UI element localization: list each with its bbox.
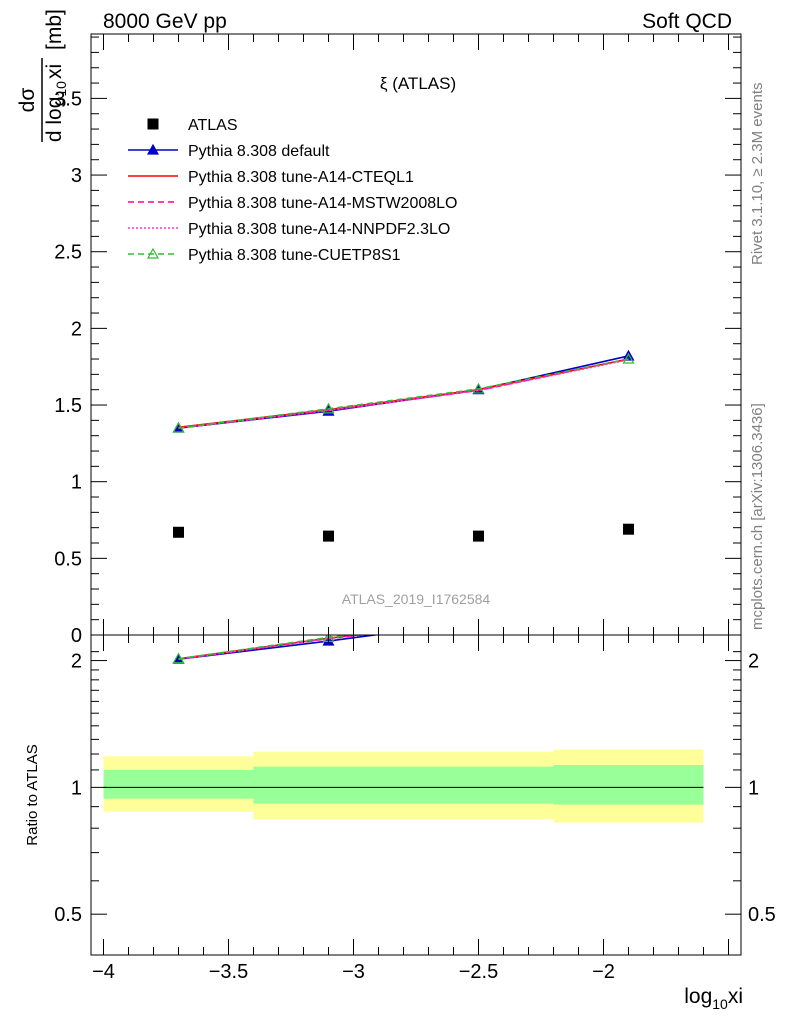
main-y-tick-label: 0 <box>71 625 82 647</box>
main-atlas-point-1 <box>323 530 334 542</box>
ratio-series-marker-0-3 <box>624 605 634 614</box>
legend-label-0: ATLAS <box>188 117 238 134</box>
main-atlas-point-2 <box>473 530 484 542</box>
main-y-tick-label: 2.5 <box>54 242 82 264</box>
uncertainty-bands <box>103 749 704 823</box>
main-series-marker-5-3 <box>622 352 635 364</box>
ratio-y-tick-label-right: 1 <box>748 777 759 799</box>
legend-label-1: Pythia 8.308 default <box>188 143 330 160</box>
main-title: ξ (ATLAS) <box>380 74 456 93</box>
main-y-tick-label: 2 <box>71 318 82 340</box>
analysis-watermark: ATLAS_2019_I1762584 <box>342 591 491 607</box>
main-series-marker-5-0 <box>172 421 185 433</box>
main-y-tick-label: 0.5 <box>54 548 82 570</box>
main-series-line-4 <box>178 359 629 429</box>
main-y-tick-label: 1 <box>71 472 82 494</box>
main-series-line-3 <box>178 358 629 429</box>
x-tick-label: −3 <box>342 961 365 983</box>
main-series-marker-1-3 <box>622 349 635 361</box>
x-axis-label: log10xi <box>684 985 743 1012</box>
ratio-y-axis-label: Ratio to ATLAS <box>24 744 41 845</box>
ratio-series-line-4 <box>178 635 357 660</box>
ratio-series-marker-4-0 <box>172 652 185 664</box>
legend-label-5: Pythia 8.308 tune-CUETP8S1 <box>188 247 401 264</box>
axis-ticks <box>91 34 741 955</box>
ratio-series-marker-4-3 <box>624 607 634 616</box>
band-green-1 <box>253 766 554 804</box>
ylabel-denominator: d log10xi <box>43 64 69 142</box>
legend: ATLAS Pythia 8.308 default Pythia 8.308 tu… <box>128 117 457 264</box>
main-series-marker-5-2 <box>472 382 485 394</box>
main-series-line-5 <box>178 358 629 429</box>
ylabel-unit: [mb] <box>43 9 66 50</box>
main-y-tick-label: 3.5 <box>54 88 82 110</box>
x-tick-label: −2 <box>592 961 615 983</box>
main-series-group <box>172 349 635 542</box>
legend-marker-1 <box>146 143 160 155</box>
legend-label-2: Pythia 8.308 tune-A14-CTEQL1 <box>188 169 414 186</box>
ratio-y-tick-label: 1 <box>71 777 82 799</box>
band-green-0 <box>103 769 254 799</box>
main-series-line-1 <box>178 355 629 429</box>
x-tick-label: −4 <box>92 961 115 983</box>
ratio-series-line-0 <box>178 635 381 660</box>
main-series-line-2 <box>178 358 629 429</box>
mcplots-label: mcplots.cern.ch [arXiv:1306.3436] <box>749 403 766 630</box>
legend-label-4: Pythia 8.308 tune-A14-NNPDF2.3LO <box>188 221 450 238</box>
axis-tick-labels: 0 0.5 1 1.5 2 2.5 3 3.5 −4 −3.5 −3 −2.5 −2 0.5 0.5 1 1 2 2 <box>54 88 776 983</box>
rivet-label: Rivet 3.1.10, ≥ 2.3M events <box>749 83 766 266</box>
main-series-marker-5-1 <box>322 402 335 414</box>
legend-label-3: Pythia 8.308 tune-A14-MSTW2008LO <box>188 195 457 212</box>
legend-swatch-0 <box>147 118 159 130</box>
ratio-frame <box>90 634 742 956</box>
ratio-series-line-2 <box>178 635 369 660</box>
main-y-tick-label: 3 <box>71 165 82 187</box>
legend-marker-5 <box>146 247 160 259</box>
x-tick-label: −3.5 <box>209 961 248 983</box>
ratio-series-group <box>172 605 634 664</box>
main-atlas-point-3 <box>623 523 634 535</box>
ylabel-numerator: dσ <box>16 88 39 113</box>
ratio-y-tick-label-right: 0.5 <box>748 904 776 926</box>
ratio-y-tick-label: 2 <box>71 651 82 673</box>
main-y-tick-label: 1.5 <box>54 395 82 417</box>
ratio-y-tick-label: 0.5 <box>54 904 82 926</box>
main-y-axis-label: dσ d log10xi [mb] <box>16 9 69 142</box>
header-left: 8000 GeV pp <box>103 10 227 33</box>
band-green-2 <box>553 765 704 805</box>
x-tick-label: −2.5 <box>459 961 498 983</box>
ratio-y-tick-label-right: 2 <box>748 651 759 673</box>
main-atlas-point-0 <box>173 526 184 538</box>
header-right: Soft QCD <box>642 10 732 33</box>
